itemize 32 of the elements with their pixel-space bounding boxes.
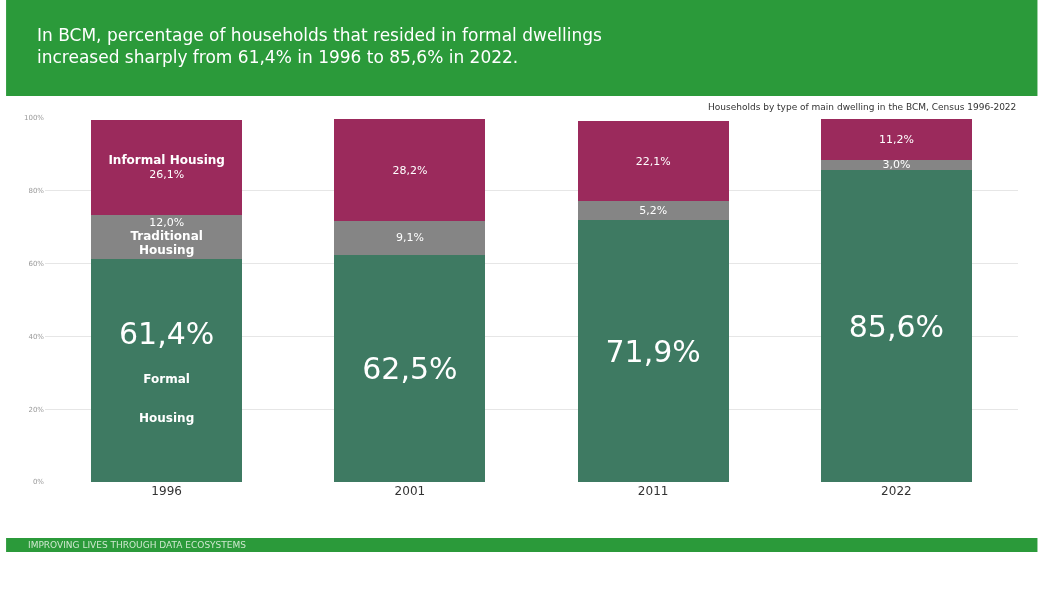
text: Formal Housing: [139, 371, 195, 425]
bar: [577, 201, 729, 221]
bar: [334, 221, 486, 255]
data-label: 61,4%: [118, 315, 215, 351]
bar: [577, 220, 729, 482]
x-tick-label: 1996: [151, 484, 182, 498]
bar: [91, 119, 243, 215]
x-tick-label: 2001: [394, 484, 426, 498]
data-label: 9,1%: [395, 231, 424, 245]
bar: [334, 118, 486, 222]
bar: [334, 254, 486, 482]
data-label: 62,5%: [362, 350, 458, 386]
data-label: 22,1%: [635, 154, 671, 168]
series-label: Informal Housing: [108, 153, 225, 168]
data-label: 5,2%: [639, 204, 668, 218]
bar: [820, 170, 972, 482]
x-tick-label: 2022: [881, 484, 912, 498]
data-label: 26,1%: [149, 168, 185, 182]
text: IMPROVING LIVES THROUGH DATA ECOSYSTEMS: [28, 540, 247, 550]
data-label: 11,2%: [878, 132, 914, 146]
data-label: 3,0%: [882, 158, 911, 172]
x-tick-label: 2011: [637, 484, 669, 498]
chart-title: In BCM, percentage of households that resided in formal dwellings increased sharply from 61,4% in 1996 to 85,6% in 2022.: [37, 25, 603, 68]
series-label: Traditional Housing: [130, 229, 203, 258]
data-label: 12,0%: [149, 215, 185, 229]
data-label: 28,2%: [392, 163, 428, 177]
bar: [820, 118, 972, 160]
bar: [91, 258, 243, 482]
data-label: 71,9%: [605, 333, 701, 369]
data-label: 85,6%: [848, 308, 945, 344]
bar: [577, 120, 729, 202]
chart-subtitle: Households by type of main dwelling in the BCM, Census 1996-2022: [708, 102, 1017, 112]
